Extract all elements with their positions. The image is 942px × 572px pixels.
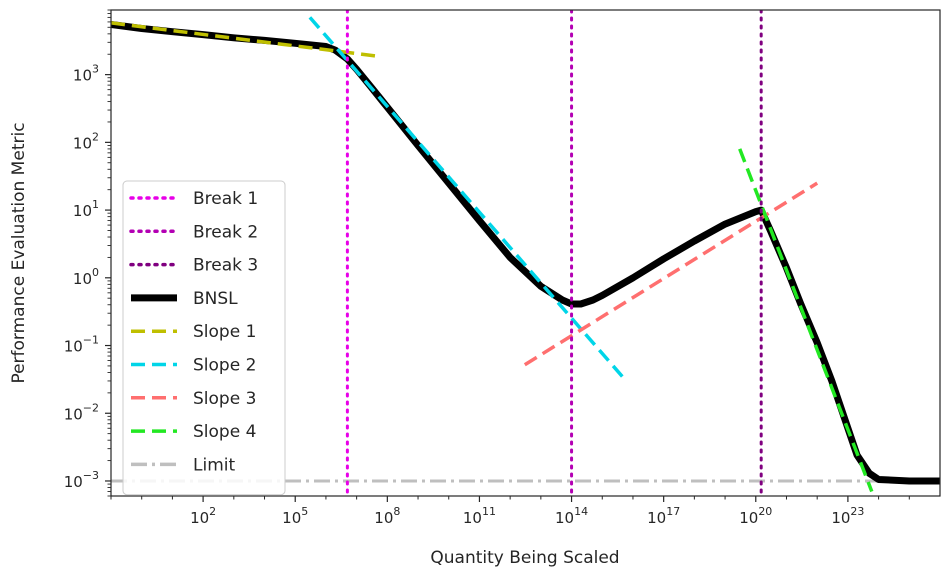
x-tick-label: 102 [190,505,216,527]
y-tick-label: 10−3 [64,469,99,491]
y-tick-label: 10−2 [64,401,99,423]
y-tick-label: 102 [73,130,99,152]
legend-label-break-3: Break 3 [193,256,258,276]
x-tick-label: 1017 [647,505,680,527]
series-slope-3 [523,181,819,367]
y-tick-label: 101 [73,198,99,220]
x-tick-label: 1011 [463,505,496,527]
y-axis-label: Performance Evaluation Metric [9,122,29,383]
x-tick-label: 1023 [831,505,864,527]
x-tick-label: 1014 [555,505,588,527]
legend-label-break-1: Break 1 [193,189,258,209]
y-tick-label: 10−1 [64,334,99,356]
legend-label-bnsl: BNSL [193,289,238,309]
legend-label-slope-1: Slope 1 [193,322,256,342]
plot-frame [110,9,941,497]
legend-label-slope-4: Slope 4 [193,422,256,442]
legend-box [122,180,286,496]
legend-label-break-2: Break 2 [193,222,258,242]
legend-label-limit: Limit [193,455,235,475]
y-axis: 10−3 10−2 10−1 100 101 102 103 [64,9,111,497]
x-axis-label: Quantity Being Scaled [430,548,619,568]
legend-label-slope-2: Slope 2 [193,356,256,376]
x-tick-label: 1020 [739,505,772,527]
x-tick-label: 105 [282,505,308,527]
y-tick-label: 103 [73,63,99,85]
series-slope-4 [738,148,874,493]
series-slope-1 [111,21,381,59]
plot-data [111,10,940,496]
y-tick-label: 100 [73,266,99,288]
x-axis: 102 105 108 1011 1014 1017 1020 1023 [110,496,910,527]
series-bnsl [111,21,940,485]
legend-label-slope-3: Slope 3 [193,389,256,409]
x-tick-label: 108 [374,505,400,527]
legend: Break 1 Break 2 Break 3 BNSL Slope 1 Slope 2 S… [122,180,286,496]
series-slope-2 [308,16,626,380]
